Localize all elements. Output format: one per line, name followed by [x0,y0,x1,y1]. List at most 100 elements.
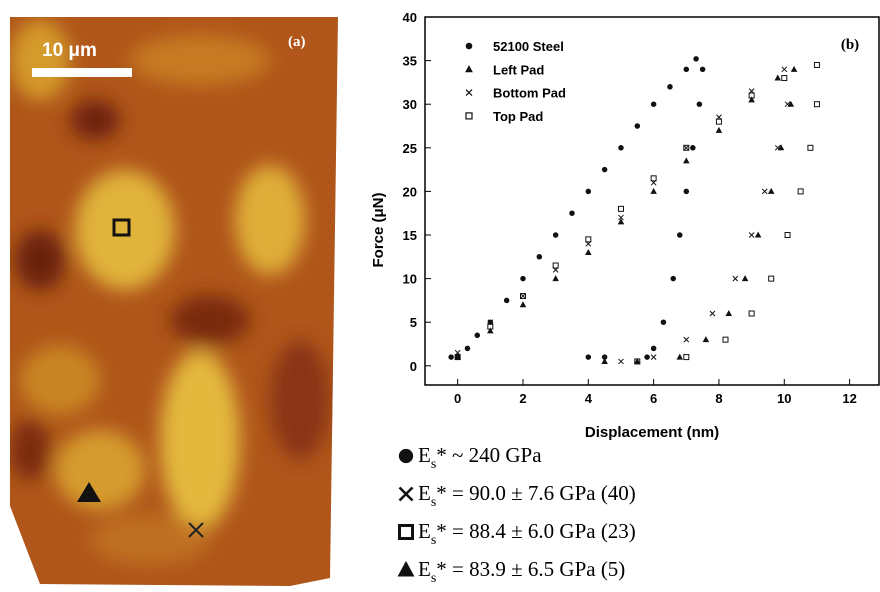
modulus-marker [398,486,414,502]
legend-label: 52100 Steel [493,39,564,54]
point [781,66,788,73]
subscript: s [431,495,436,510]
point [748,92,755,99]
point [748,232,755,238]
point [709,310,716,317]
x-tick-label: 10 [777,391,791,406]
point [634,357,641,364]
point [754,231,762,238]
y-tick-label: 30 [403,97,417,112]
point [693,56,699,62]
modulus-value: * ~ 240 GPa [436,443,542,467]
legend-label: Left Pad [493,62,544,77]
x-tick-label: 12 [842,391,856,406]
site-marker [77,482,101,502]
modulus-value: * = 83.9 ± 6.5 GPa (5) [436,557,625,581]
x-tick-label: 4 [585,391,593,406]
point [676,353,684,360]
point [813,61,820,68]
point [797,188,804,195]
x-tick-label: 2 [519,391,526,406]
point [487,327,494,334]
point [552,275,559,282]
point [448,354,454,360]
point [519,293,526,300]
point [702,336,710,343]
point [725,309,733,316]
legend-marker [465,112,473,120]
point [683,354,690,361]
point [683,144,690,151]
point [650,354,657,360]
point [667,84,673,90]
x-tick-label: 0 [454,391,461,406]
point [487,323,494,330]
point [748,310,755,317]
modulus-marker [398,448,414,464]
y-axis-label: Force (μN) [370,192,387,267]
point [520,293,526,299]
point [781,75,788,82]
point [715,126,723,133]
series [454,61,820,365]
modulus-value: * = 88.4 ± 6.0 GPa (23) [436,519,636,543]
point [617,218,625,225]
point [748,96,755,103]
point [683,144,690,151]
point [761,188,768,195]
point [741,275,749,282]
series [448,56,706,360]
y-tick-label: 40 [403,10,417,25]
site-marker [188,522,204,538]
y-tick-label: 25 [403,141,417,156]
point [601,354,608,360]
modulus-marker [398,524,414,540]
point [650,101,657,107]
x-tick-label: 6 [650,391,657,406]
point [650,345,657,352]
modulus-text: Es* = 83.9 ± 6.5 GPa (5) [418,557,625,586]
y-tick-label: 15 [403,228,417,243]
point [552,262,559,269]
x-tick-label: 8 [715,391,722,406]
point [585,188,592,195]
point [774,144,781,151]
y-tick-label: 5 [410,315,417,330]
modulus-value: * = 90.0 ± 7.6 GPa (40) [436,481,636,505]
point [813,101,820,108]
point [519,301,527,308]
point [683,157,690,164]
point [569,210,575,216]
symbol: E [418,481,431,505]
point [660,319,667,325]
point [677,232,683,238]
point [650,175,657,182]
legend-marker [465,65,473,73]
point [617,205,624,212]
scale-bar [32,68,132,77]
point [790,65,798,72]
y-tick-label: 20 [403,184,417,199]
point [690,145,696,151]
panel-label: (b) [841,37,859,53]
point [768,275,775,282]
legend-marker [465,42,473,50]
subscript: s [431,533,436,548]
point [683,66,690,73]
y-tick-label: 0 [410,359,417,374]
panel-label: (a) [288,34,306,50]
point [767,187,775,194]
modulus-text: Es* = 88.4 ± 6.0 GPa (23) [418,519,636,548]
point [601,357,608,364]
x-axis-label: Displacement (nm) [585,424,719,441]
point [644,354,650,360]
point [774,74,781,81]
modulus-text: Es* ~ 240 GPa [418,443,542,472]
point [585,236,592,243]
modulus-marker [397,560,415,577]
scale-bar-label: 10 μm [42,40,97,61]
legend-label: Bottom Pad [493,86,566,101]
subscript: s [431,571,436,586]
point [722,336,729,343]
